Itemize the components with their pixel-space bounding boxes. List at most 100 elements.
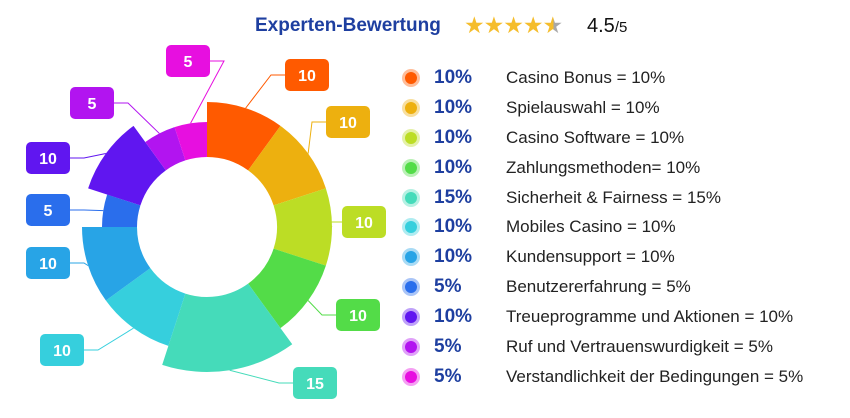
legend-percent: 10% <box>434 96 473 118</box>
data-label-box <box>342 206 386 238</box>
data-label: 10 <box>355 215 373 232</box>
legend-item: 10% Casino Bonus = 10% <box>405 63 803 93</box>
donut-slice <box>174 122 207 161</box>
star-icon: ★ <box>503 12 524 38</box>
legend-item: 15% Sicherheit & Fairness = 15% <box>405 183 803 213</box>
leader-line <box>307 300 336 316</box>
legend: 10% Casino Bonus = 10% 10% Spielauswahl = 1… <box>405 63 803 392</box>
donut-slice <box>145 127 186 171</box>
legend-item: 10% Mobiles Casino = 10% <box>405 212 803 242</box>
star-rating: ★★★★★ <box>464 12 564 39</box>
donut-slice <box>82 227 151 301</box>
leader-line <box>190 60 225 124</box>
donut-slice <box>207 102 281 171</box>
data-label: 5 <box>44 203 53 220</box>
rating-max: /5 <box>614 19 628 36</box>
data-label: 10 <box>349 308 367 325</box>
legend-percent: 10% <box>434 156 473 178</box>
legend-item: 5% Ruf und Vertrauenswurdigkeit = 5% <box>405 332 803 362</box>
donut-slice <box>248 125 326 206</box>
data-label: 15 <box>306 376 324 393</box>
legend-label: Zahlungsmethoden= 10% <box>506 157 701 177</box>
rating-value: 4.5/5 <box>587 15 627 38</box>
legend-percent: 15% <box>434 186 473 208</box>
leader-line <box>70 153 106 159</box>
legend-dot-icon <box>405 131 417 144</box>
data-label: 5 <box>184 54 193 71</box>
data-label-box <box>326 106 370 138</box>
legend-dot-icon <box>405 251 417 264</box>
donut-slice <box>102 194 141 227</box>
donut-slice <box>88 125 166 206</box>
rating-score: 4.5 <box>587 15 615 37</box>
legend-label: Casino Software = 10% <box>506 127 685 147</box>
data-label-box <box>40 334 84 366</box>
data-label-box <box>293 367 337 399</box>
legend-percent: 10% <box>434 126 473 148</box>
donut-slice <box>248 248 326 329</box>
half-star-icon: ★ <box>542 12 564 38</box>
legend-label: Sicherheit & Fairness = 15% <box>506 187 721 207</box>
legend-label: Casino Bonus = 10% <box>506 67 666 87</box>
data-label-box <box>336 299 380 331</box>
data-label: 10 <box>53 343 71 360</box>
data-label-box <box>26 247 70 279</box>
legend-dot-icon <box>405 101 417 114</box>
donut-chart: 10 10 10 10 15 10 10 5 10 5 5 <box>26 45 386 399</box>
legend-percent: 5% <box>434 276 462 298</box>
data-label-box <box>26 194 70 226</box>
legend-label: Mobiles Casino = 10% <box>506 217 676 237</box>
data-label: 10 <box>39 151 57 168</box>
data-label-box <box>166 45 210 77</box>
legend-percent: 5% <box>434 365 462 387</box>
leader-line <box>229 369 293 384</box>
leader-line <box>70 262 89 267</box>
leader-line <box>307 121 326 154</box>
star-icon: ★ <box>522 12 544 38</box>
legend-label: Benutzererfahrung = 5% <box>506 277 691 297</box>
legend-percent: 10% <box>434 216 473 238</box>
legend-item: 5% Benutzererfahrung = 5% <box>405 272 803 302</box>
legend-dot-icon <box>405 281 417 294</box>
leader-line <box>70 209 104 212</box>
legend-dot-icon <box>405 71 417 84</box>
data-label-box <box>26 142 70 174</box>
legend-dot-icon <box>405 161 417 174</box>
data-label: 10 <box>39 256 57 273</box>
star-icon: ★ <box>483 12 505 38</box>
leader-line <box>84 327 134 351</box>
donut-slice <box>162 283 293 372</box>
legend-label: Kundensupport = 10% <box>506 247 675 267</box>
legend-dot-icon <box>405 340 417 353</box>
legend-label: Spielauswahl = 10% <box>506 97 660 117</box>
legend-dot-icon <box>405 191 417 204</box>
data-label-box <box>70 87 114 119</box>
legend-item: 10% Casino Software = 10% <box>405 123 803 153</box>
legend-percent: 10% <box>434 66 473 88</box>
legend-item: 10% Zahlungsmethoden= 10% <box>405 153 803 183</box>
donut-slice <box>273 188 332 266</box>
legend-percent: 10% <box>434 306 473 328</box>
legend-dot-icon <box>405 311 417 324</box>
leader-line <box>114 102 160 134</box>
legend-dot-icon <box>405 221 417 234</box>
legend-label: Ruf und Vertrauenswurdigkeit = 5% <box>506 336 773 356</box>
data-label-box <box>285 59 329 91</box>
data-label: 5 <box>88 96 97 113</box>
legend-dot-icon <box>405 370 417 383</box>
legend-item: 10% Spielauswahl = 10% <box>405 93 803 123</box>
legend-label: Verstandlichkeit der Bedingungen = 5% <box>506 366 804 386</box>
legend-item: 5% Verstandlichkeit der Bedingungen = 5% <box>405 362 803 392</box>
legend-label: Treueprogramme und Aktionen = 10% <box>506 307 794 327</box>
page-title: Experten-Bewertung <box>255 15 441 36</box>
data-label: 10 <box>339 115 357 132</box>
legend-item: 10% Treueprogramme und Aktionen = 10% <box>405 302 803 332</box>
star-icon: ★ <box>464 12 485 38</box>
legend-item: 10% Kundensupport = 10% <box>405 242 803 272</box>
legend-percent: 10% <box>434 246 473 268</box>
legend-percent: 5% <box>434 335 462 357</box>
donut-slice <box>105 268 186 346</box>
data-label: 10 <box>298 68 316 85</box>
leader-line <box>245 74 285 109</box>
leader-line <box>326 221 342 228</box>
